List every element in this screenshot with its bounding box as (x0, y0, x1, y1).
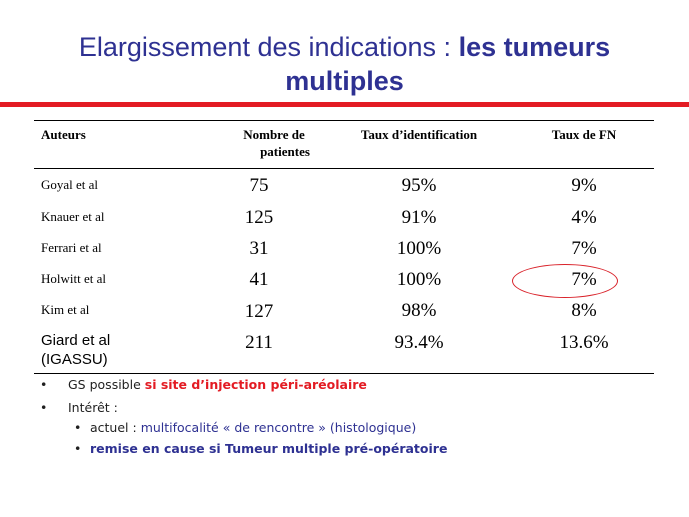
bullet-dot-icon: • (40, 377, 48, 392)
title-part2: les tumeurs (458, 32, 611, 62)
bullet-text: Intérêt : (68, 400, 118, 415)
bullet-text: GS possible (68, 377, 145, 392)
table-row-identification: 100% (396, 238, 442, 259)
table-row-author: Giard et al (IGASSU) (41, 331, 110, 369)
bullet-dot-icon: • (74, 420, 82, 435)
header-patients-line1: Nombre de (243, 127, 305, 142)
header-identification: Taux d’identification (360, 127, 478, 142)
table-row-fn: 9% (571, 175, 597, 196)
header-bottom-border (34, 168, 654, 169)
slide-title: Elargissement des indications : les tume… (0, 30, 689, 98)
header-patients: Nombre de patientes (214, 126, 334, 160)
table-row-identification: 93.4% (394, 332, 444, 353)
sub-bullet-text: remise en cause si Tumeur multiple pré-o… (90, 441, 448, 456)
title-part1: Elargissement des indications : (78, 32, 459, 62)
highlight-oval (512, 264, 618, 298)
header-fn: Taux de FN (551, 127, 617, 142)
sub-bullet-text: multifocalité « de rencontre » (histolog… (140, 420, 417, 435)
table-row-patients: 125 (244, 207, 274, 228)
table-row-identification: 100% (396, 269, 442, 290)
table-row-author: Knauer et al (41, 209, 105, 224)
table-row-identification: 95% (401, 175, 437, 196)
table-top-border (34, 120, 654, 121)
header-patients-line2: patientes (260, 144, 310, 159)
bullet-dot-icon: • (40, 400, 48, 415)
table-row-identification: 98% (401, 300, 437, 321)
table-row-identification: 91% (401, 207, 437, 228)
table-row-fn: 7% (571, 238, 597, 259)
table-bottom-border (34, 373, 654, 374)
bullet-dot-icon: • (74, 441, 82, 456)
table-row-author: Ferrari et al (41, 240, 102, 255)
header-authors: Auteurs (41, 127, 86, 142)
table-row-fn: 4% (571, 207, 597, 228)
bullet-item: • GS possible si site d’injection péri-a… (40, 377, 367, 392)
table-row-patients: 211 (245, 332, 273, 353)
bullet-item: • Intérêt : (40, 400, 118, 415)
table-row-patients: 127 (244, 301, 274, 322)
red-divider (0, 102, 689, 107)
table-row-fn: 8% (571, 300, 597, 321)
sub-bullet-item: • remise en cause si Tumeur multiple pré… (74, 441, 447, 456)
sub-bullet-item: • actuel : multifocalité « de rencontre … (74, 420, 416, 435)
bullet-highlight: si site d’injection péri-aréolaire (144, 377, 367, 392)
author-line1: Giard et al (41, 332, 111, 349)
table-row-patients: 75 (249, 175, 269, 196)
author-line2: (IGASSU) (41, 351, 108, 368)
table-row-author: Holwitt et al (41, 271, 106, 286)
table-row-fn: 13.6% (559, 332, 609, 353)
table-row-patients: 41 (249, 269, 269, 290)
sub-bullet-label: actuel : (90, 420, 141, 435)
table-row-patients: 31 (249, 238, 269, 259)
table-row-author: Goyal et al (41, 177, 99, 192)
title-part3: multiples (285, 66, 404, 96)
table-row-author: Kim et al (41, 302, 90, 317)
